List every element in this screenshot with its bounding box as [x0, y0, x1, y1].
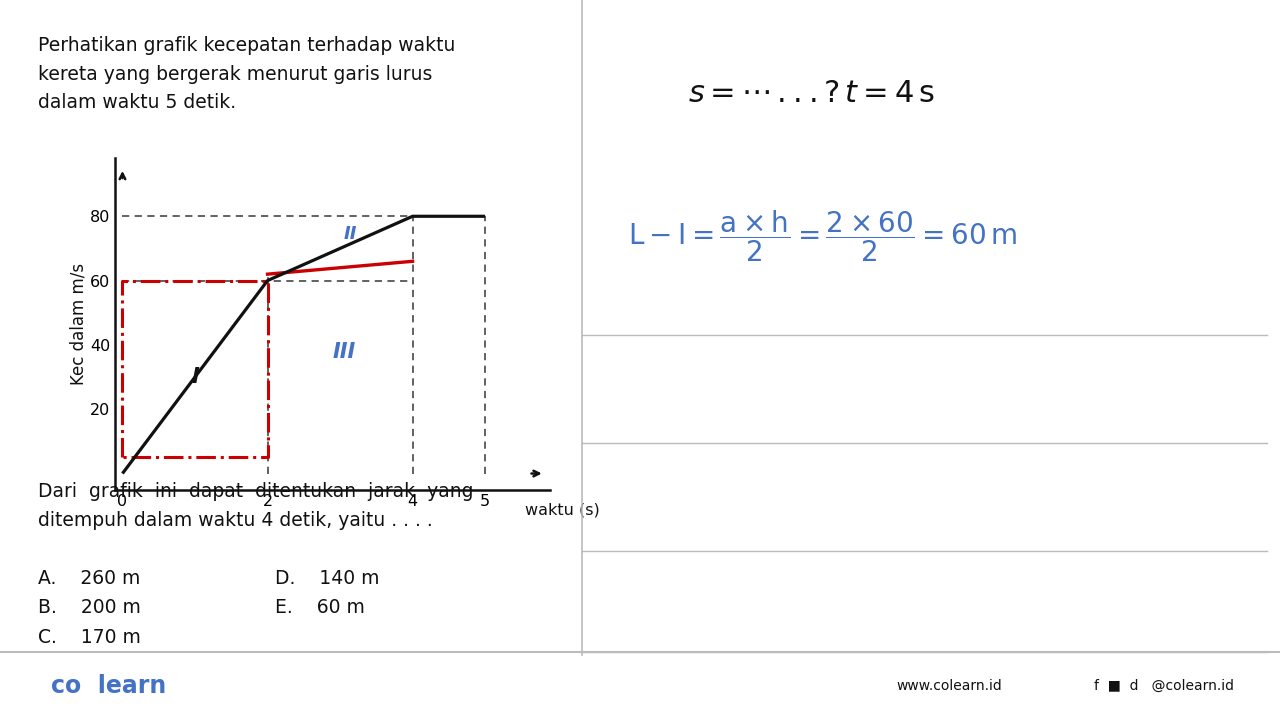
Text: II: II [343, 225, 357, 243]
Text: E.    60 m: E. 60 m [275, 598, 365, 617]
Text: D.    140 m: D. 140 m [275, 569, 379, 588]
Text: waktu (s): waktu (s) [525, 503, 600, 518]
Text: $s = \cdots\,...?\,t = 4\,\mathrm{s}$: $s = \cdots\,...?\,t = 4\,\mathrm{s}$ [687, 79, 934, 109]
Text: $\mathrm{L}-\mathrm{I}=\dfrac{\mathrm{a}\times\mathrm{h}}{2}=\dfrac{2\times 60}{: $\mathrm{L}-\mathrm{I}=\dfrac{\mathrm{a}… [628, 208, 1018, 264]
Text: co  learn: co learn [51, 674, 166, 698]
Text: www.colearn.id: www.colearn.id [896, 679, 1002, 693]
Text: f  ■  d   @colearn.id: f ■ d @colearn.id [1094, 679, 1234, 693]
Text: A.    260 m: A. 260 m [38, 569, 141, 588]
Text: Perhatikan grafik kecepatan terhadap waktu
kereta yang bergerak menurut garis lu: Perhatikan grafik kecepatan terhadap wak… [38, 36, 456, 112]
Y-axis label: Kec dalam m/s: Kec dalam m/s [69, 263, 87, 385]
Text: III: III [333, 342, 356, 361]
Text: Dari  grafik  ini  dapat  ditentukan  jarak  yang
ditempuh dalam waktu 4 detik, : Dari grafik ini dapat ditentukan jarak y… [38, 482, 474, 530]
Text: B.    200 m: B. 200 m [38, 598, 141, 617]
Text: C.    170 m: C. 170 m [38, 628, 141, 647]
Text: I: I [192, 367, 200, 387]
